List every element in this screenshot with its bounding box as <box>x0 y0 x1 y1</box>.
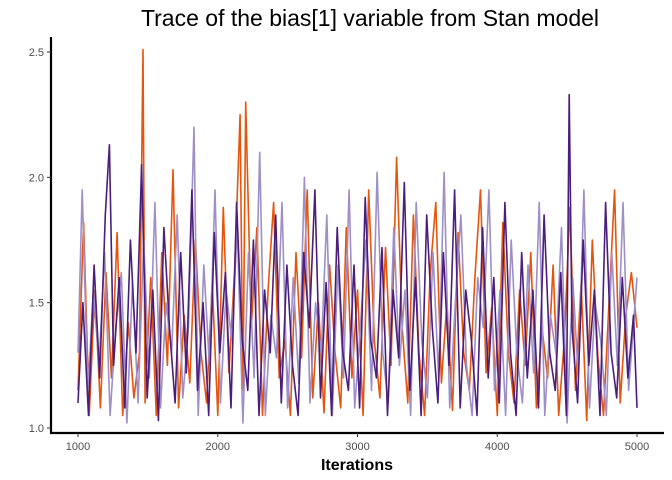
x-tick-label: 1000 <box>66 441 90 453</box>
trace-lines <box>77 48 638 424</box>
y-tick-label: 1.0 <box>29 423 44 435</box>
y-tick-label: 2.0 <box>29 172 44 184</box>
y-tick-label: 2.5 <box>29 47 44 59</box>
trace-series-3 <box>77 93 638 422</box>
x-axis-label: Iterations <box>321 457 393 474</box>
x-tick-label: 4000 <box>485 441 509 453</box>
axis-ticks: 1000 2000 3000 4000 5000 1.0 1.5 2.0 2.5 <box>29 47 650 453</box>
chart-title: Trace of the bias[1] variable from Stan … <box>141 5 599 31</box>
x-tick-label: 3000 <box>345 441 369 453</box>
x-tick-label: 2000 <box>206 441 230 453</box>
x-tick-label: 5000 <box>625 441 649 453</box>
y-tick-label: 1.5 <box>29 298 44 310</box>
